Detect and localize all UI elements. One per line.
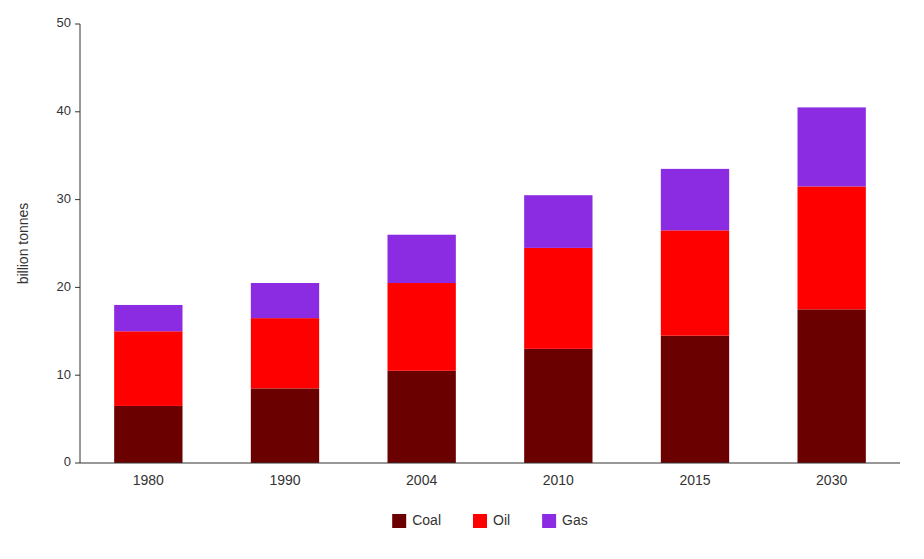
chart-svg: 01020304050198019902004201020152030billi… [0,0,924,559]
y-tick [75,199,80,200]
x-tick-label: 1990 [269,472,300,488]
bars [114,107,866,463]
legend-swatch [542,514,556,528]
legend-label: Oil [493,512,510,528]
legend-label: Coal [412,512,441,528]
series-2 [114,107,866,331]
bar-segment [388,371,456,463]
y-tick-label: 10 [57,367,71,382]
y-tick-label: 0 [64,454,71,469]
x-tick-label: 1980 [133,472,164,488]
bar-segment [114,305,182,331]
bar-segment [251,388,319,463]
bar-segment [388,283,456,371]
y-axis-line [80,24,81,463]
x-tick-label: 2004 [406,472,437,488]
legend-swatch [392,514,406,528]
y-tick [75,463,80,464]
legend-item: Oil [473,512,510,528]
y-tick-label: 50 [57,15,71,30]
y-tick-label: 40 [57,103,71,118]
x-tick-label: 2010 [543,472,574,488]
y-tick [75,24,80,25]
series-0 [114,309,866,463]
bar-segment [524,195,592,248]
series-1 [114,186,866,406]
legend: Coal Oil Gas [392,512,588,528]
axes: 01020304050198019902004201020152030 [57,15,900,488]
y-axis-label: billion tonnes [15,203,31,285]
bar-segment [661,336,729,463]
bar-segment [661,169,729,230]
bar-segment [388,235,456,283]
bar-segment [114,331,182,406]
y-tick [75,111,80,112]
legend-item: Gas [542,512,588,528]
x-tick-label: 2015 [679,472,710,488]
bar-segment [251,318,319,388]
bar-segment [524,248,592,349]
page: {"chart_data": {"type": "bar", "stacked"… [0,0,924,559]
legend-label: Gas [562,512,588,528]
bar-segment [798,186,866,309]
bar-segment [798,309,866,463]
y-tick-label: 30 [57,191,71,206]
bar-segment [251,283,319,318]
chart-container: 01020304050198019902004201020152030billi… [0,0,924,559]
legend-swatch [473,514,487,528]
y-tick-label: 20 [57,279,71,294]
y-tick [75,375,80,376]
x-axis-line [80,463,900,464]
bar-segment [114,406,182,463]
bar-segment [661,230,729,335]
x-tick-label: 2030 [816,472,847,488]
legend-item: Coal [392,512,441,528]
bar-segment [524,349,592,463]
y-tick [75,287,80,288]
bar-segment [798,107,866,186]
